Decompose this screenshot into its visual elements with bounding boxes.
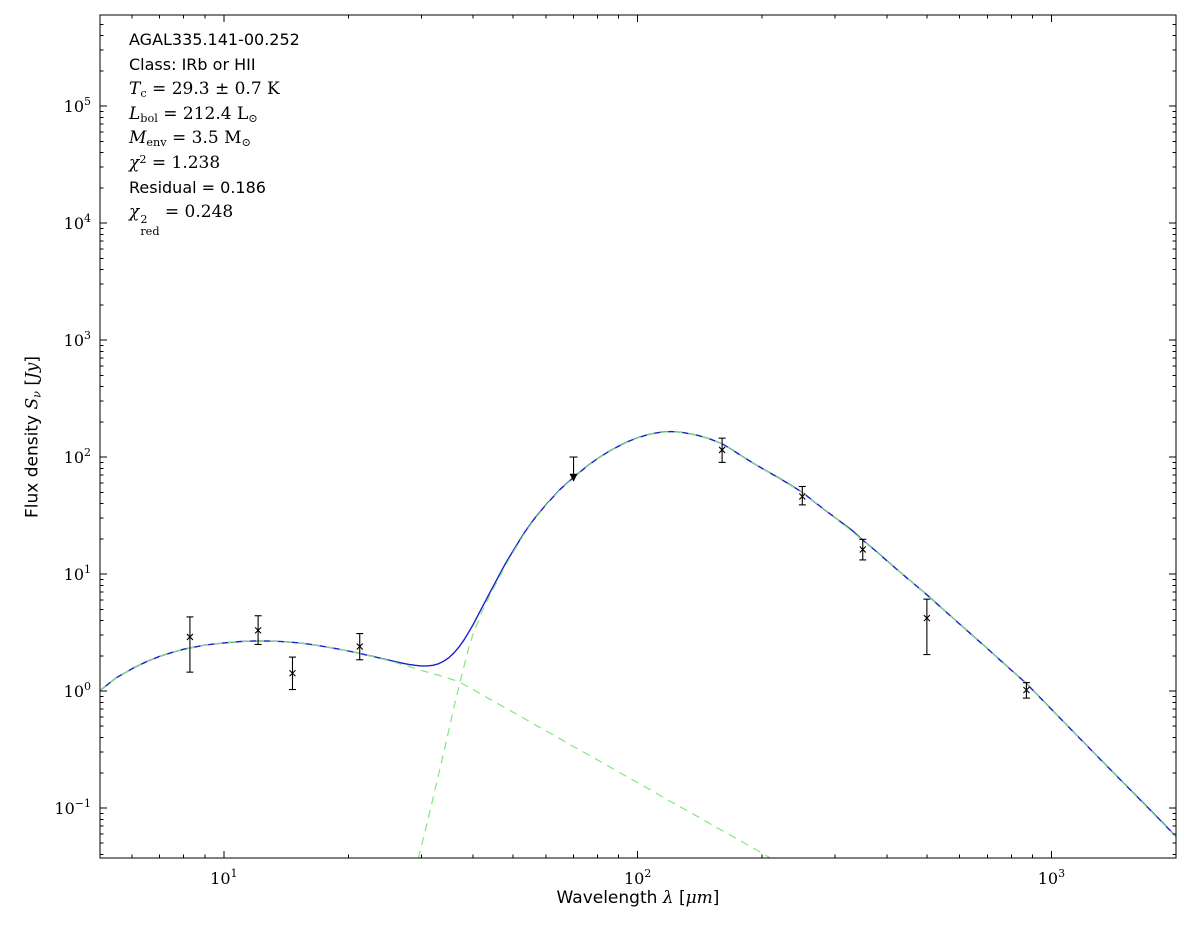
y-tick-label-1e4: 104 bbox=[64, 212, 91, 233]
x-axis-bracket-close: ] bbox=[712, 888, 720, 908]
chi-exponent: 2 bbox=[139, 152, 147, 166]
fit-results-annotation: AGAL335.141-00.252 Class: IRb or HII Tc … bbox=[129, 30, 300, 237]
temperature-value: = 29.3 ± 0.7 K bbox=[146, 79, 280, 100]
reduced-chi-supsub: 2 red bbox=[140, 213, 160, 238]
data-point-12.1um bbox=[254, 615, 262, 646]
mass-value: = 3.5 bbox=[166, 128, 225, 149]
luminosity-unit: L bbox=[236, 103, 249, 124]
flux-symbol: S bbox=[22, 397, 43, 410]
x-tick-label-1e2: 102 bbox=[624, 867, 651, 888]
source-class: Class: IRb or HII bbox=[129, 54, 256, 74]
tick-labels: 101 102 103 10−1 100 101 102 103 104 105 bbox=[54, 95, 1065, 888]
source-name: AGAL335.141-00.252 bbox=[129, 30, 300, 49]
cold-greybody-component-curve bbox=[417, 431, 1176, 858]
axis-ticks bbox=[100, 15, 1176, 858]
x-tick-label-1e3: 103 bbox=[1038, 867, 1065, 888]
reduced-chi-squared-line: χ 2 red = 0.248 bbox=[129, 202, 300, 237]
y-tick-label-1e2: 102 bbox=[64, 446, 91, 467]
hot-blackbody-component-curve bbox=[100, 640, 772, 858]
data-point-14.65um bbox=[288, 656, 296, 691]
x-axis-label: Wavelength λ [μm] bbox=[557, 888, 720, 908]
upper-limit-70um bbox=[569, 456, 578, 482]
y-tick-label-1e3: 103 bbox=[64, 329, 91, 350]
data-point-870um bbox=[1022, 682, 1030, 699]
jansky-unit: Jy bbox=[22, 362, 43, 380]
x-axis-label-word: Wavelength bbox=[556, 888, 663, 908]
y-axis-label: Flux density Sν [Jy] bbox=[23, 356, 44, 518]
y-tick-label-1e0: 100 bbox=[64, 680, 91, 701]
luminosity-line: Lbol = 212.4 L⊙ bbox=[129, 104, 300, 129]
mass-symbol: M bbox=[129, 128, 147, 149]
reduced-chi-exponent: 2 bbox=[140, 213, 148, 227]
curves-layer bbox=[100, 430, 1176, 858]
total-model-fit-curve bbox=[100, 430, 1176, 838]
chi-squared-line: χ2 = 1.238 bbox=[129, 153, 300, 178]
temperature-line: Tc = 29.3 ± 0.7 K bbox=[129, 79, 300, 104]
data-point-8.28um bbox=[186, 616, 194, 673]
residual-line: Residual = 0.186 bbox=[129, 177, 266, 197]
reduced-chi-value: = 0.248 bbox=[159, 202, 234, 223]
temperature-symbol: T bbox=[129, 79, 141, 100]
y-axis-bracket-close: ] bbox=[22, 355, 43, 363]
down-arrow-icon bbox=[569, 473, 578, 482]
data-point-21.3um bbox=[356, 632, 364, 661]
data-point-500um bbox=[923, 598, 931, 656]
y-tick-label-1e1: 101 bbox=[64, 563, 91, 584]
micron-symbol: μm bbox=[685, 888, 713, 908]
mass-subscript: env bbox=[146, 136, 167, 150]
y-axis-label-word: Flux density bbox=[22, 409, 43, 519]
luminosity-value: = 212.4 bbox=[157, 103, 237, 124]
data-point-250um bbox=[798, 485, 806, 506]
y-tick-label-1e-1: 10−1 bbox=[54, 797, 91, 818]
data-point-350um bbox=[859, 538, 867, 561]
lambda-symbol: λ bbox=[662, 888, 674, 908]
chi-value: = 1.238 bbox=[146, 153, 221, 174]
data-points-layer bbox=[186, 437, 1030, 699]
y-tick-label-1e5: 105 bbox=[64, 95, 91, 116]
data-point-160um bbox=[718, 437, 726, 463]
luminosity-symbol: L bbox=[129, 103, 141, 124]
envelope-mass-line: Menv = 3.5 M⊙ bbox=[129, 128, 300, 153]
reduced-chi-subscript: red bbox=[140, 224, 160, 238]
flux-nu-subscript: ν bbox=[30, 391, 44, 398]
luminosity-unit-subscript: ⊙ bbox=[248, 111, 258, 125]
x-axis-bracket-open: [ bbox=[673, 888, 686, 908]
reduced-chi-symbol: χ bbox=[129, 202, 140, 223]
mass-unit: M bbox=[224, 128, 242, 149]
luminosity-subscript: bol bbox=[140, 111, 158, 125]
y-axis-bracket-open: [ bbox=[22, 379, 43, 392]
temperature-subscript: c bbox=[140, 86, 147, 100]
mass-unit-subscript: ⊙ bbox=[241, 136, 251, 150]
x-tick-label-1e1: 101 bbox=[210, 867, 237, 888]
chi-symbol: χ bbox=[129, 153, 140, 174]
